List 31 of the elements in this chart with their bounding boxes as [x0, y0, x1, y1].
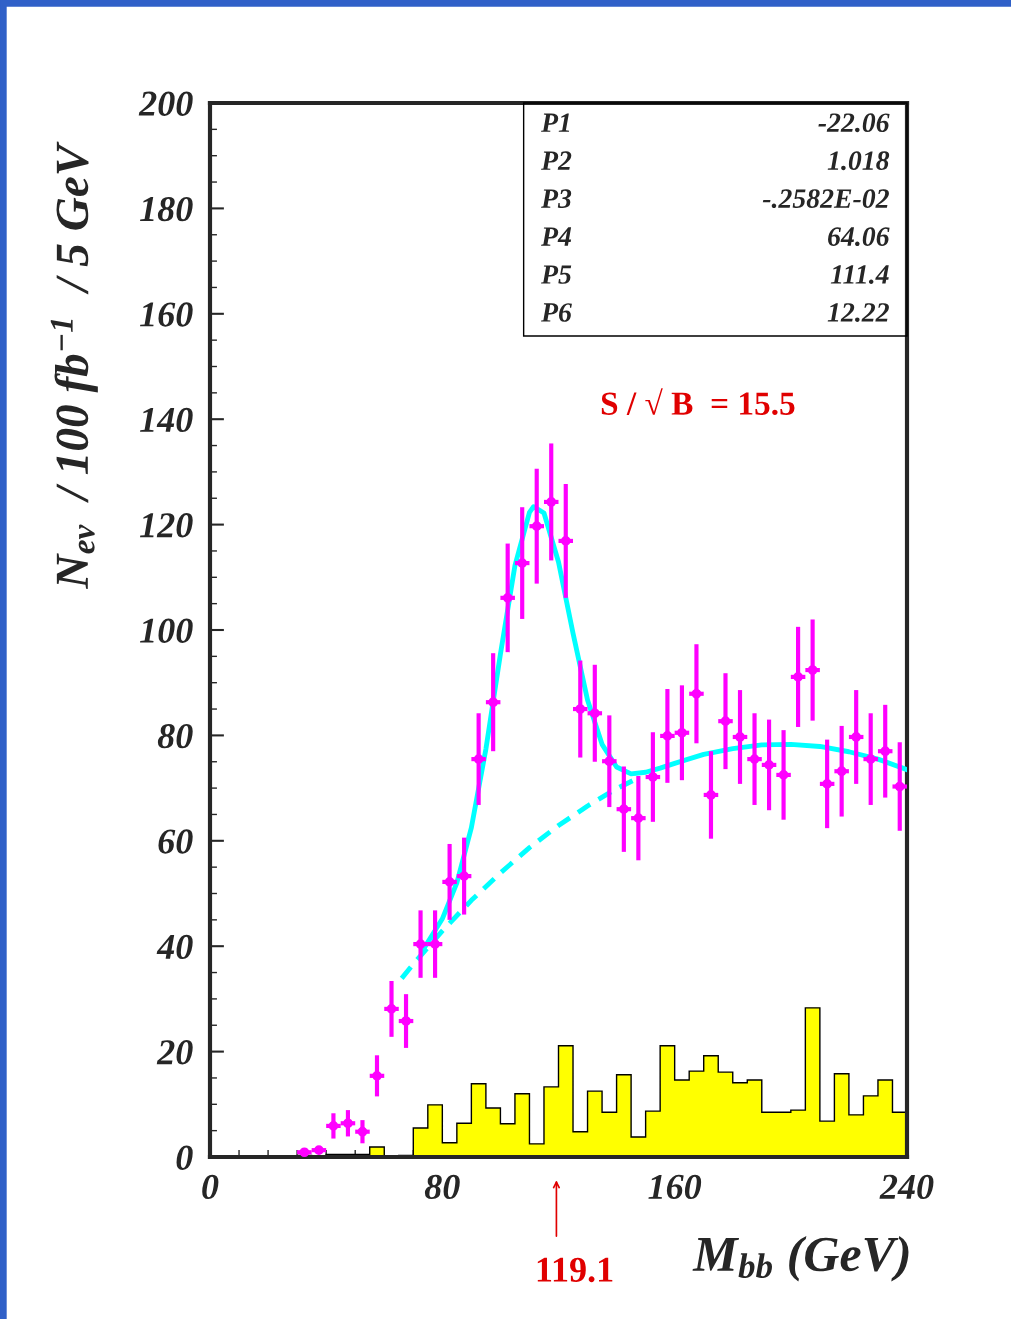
x-axis-title: M$_{bb}$ (GeV) — [692, 1236, 909, 1282]
y-axis-title: N$_{ev}$ / 100 fb$^{−1}$ / 5 GeV — [50, 141, 98, 590]
annotation: 1.018 — [827, 151, 890, 171]
y-tick-label: 200 — [138, 91, 193, 116]
y-tick-label: 180 — [140, 196, 193, 222]
annotation: -22.06 — [818, 113, 890, 133]
y-tick-label: 0 — [176, 1145, 193, 1170]
annotation: S / √ B = 15.5 — [601, 388, 795, 416]
annotation: 64.06 — [828, 227, 890, 247]
annotation: -.2582E-02 — [762, 189, 889, 209]
text: 119.1 — [537, 1257, 613, 1283]
annotation: P3 — [541, 189, 572, 208]
x-tick-label: 240 — [879, 1174, 934, 1200]
annotation: 12.22 — [827, 303, 889, 322]
x-tick-label: 0 — [202, 1174, 219, 1200]
annotation: P4 — [541, 227, 572, 246]
annotation: P6 — [541, 303, 572, 322]
y-tick-label: 80 — [157, 723, 193, 749]
annotation: P5 — [541, 265, 572, 284]
y-tick-label: 120 — [140, 513, 193, 538]
x-tick-label: 160 — [648, 1174, 702, 1200]
annotation: 111.4 — [830, 265, 889, 284]
y-tick-label: 60 — [158, 829, 193, 854]
annotation: P1 — [541, 113, 570, 132]
x-tick-label: 80 — [424, 1174, 460, 1200]
y-tick-label: 20 — [156, 1040, 193, 1065]
y-tick-label: 160 — [140, 302, 193, 327]
y-tick-label: 40 — [156, 934, 193, 960]
y-tick-label: 140 — [140, 407, 193, 433]
y-tick-label: 100 — [140, 618, 193, 643]
annotation: P2 — [541, 151, 572, 170]
